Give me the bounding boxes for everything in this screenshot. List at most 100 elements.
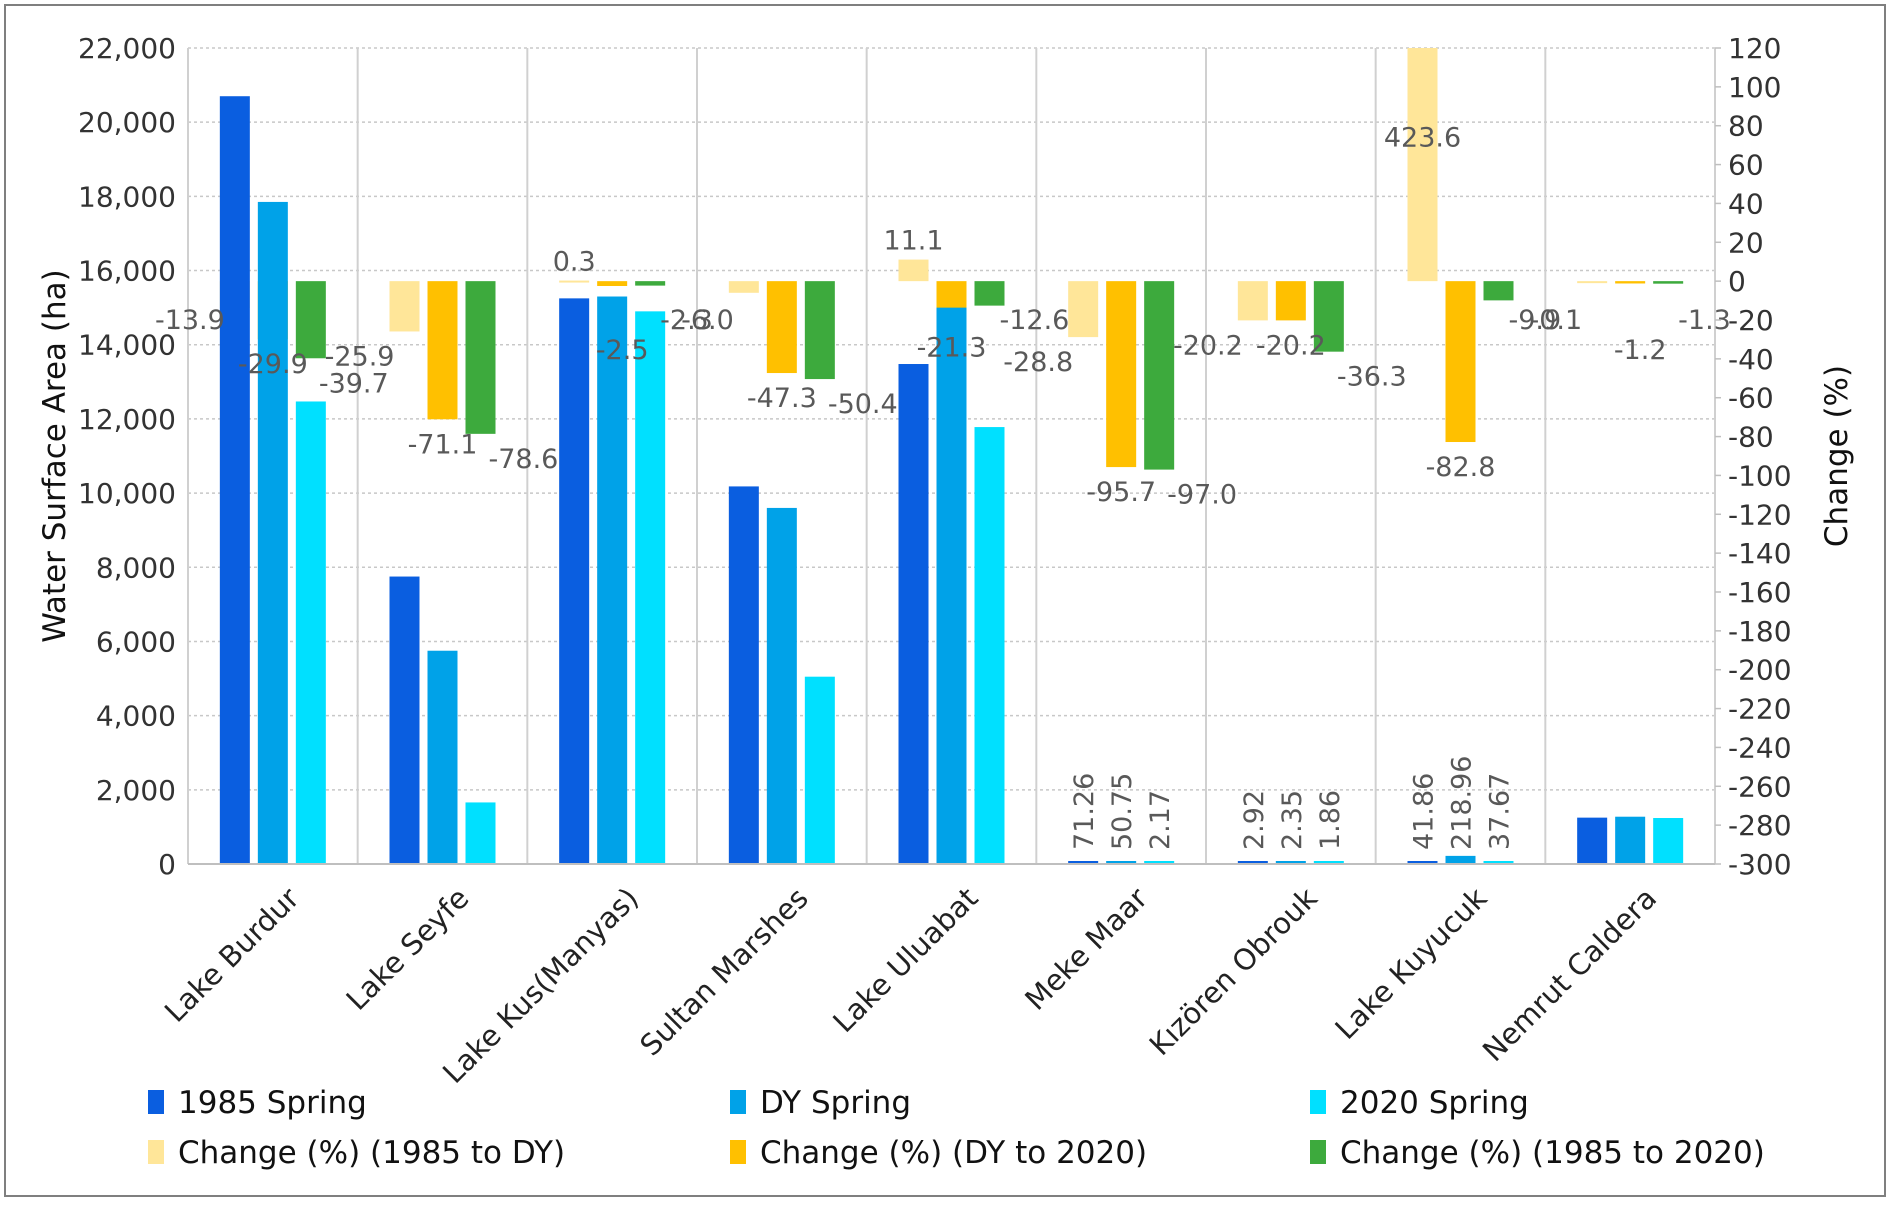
area-bar — [389, 576, 420, 864]
area-bar — [898, 364, 929, 864]
change-data-label: -29.9 — [238, 349, 308, 380]
y2-tick-label: 0 — [1728, 265, 1746, 298]
y-axis-title: Water Surface Area (ha) — [37, 269, 73, 642]
y2-axis-title: Change (%) — [1819, 365, 1855, 547]
y2-tick-label: 60 — [1728, 149, 1764, 182]
area-bar — [559, 298, 590, 864]
y2-tick-label: -80 — [1728, 421, 1774, 454]
legend-swatch — [148, 1090, 164, 1114]
area-bar — [597, 296, 628, 864]
y-tick-label: 10,000 — [78, 477, 176, 510]
legend-swatch — [730, 1140, 746, 1164]
y-tick-label: 4,000 — [96, 700, 176, 733]
change-data-label: 0.3 — [553, 247, 596, 278]
change-bar — [898, 259, 929, 282]
area-bar — [295, 401, 326, 864]
change-bar — [1313, 281, 1344, 352]
y-tick-label: 6,000 — [96, 625, 176, 658]
area-bar — [974, 427, 1005, 864]
area-data-label: 71.26 — [1069, 773, 1100, 850]
label-layer: 71.26 50.75 2.17 2.92 2.35 1.86 41.86 218.96 37.… — [155, 123, 1731, 850]
area-bar — [804, 676, 835, 864]
change-bar — [1483, 281, 1514, 301]
legend-swatch — [730, 1090, 746, 1114]
y-tick-label: 14,000 — [78, 329, 176, 362]
change-data-label: -20.2 — [1256, 330, 1326, 361]
change-data-label: -28.8 — [1003, 347, 1073, 378]
change-data-label: -20.2 — [1173, 330, 1243, 361]
area-bar — [1237, 861, 1268, 864]
area-bar — [1275, 861, 1306, 864]
change-data-label: -95.7 — [1086, 477, 1156, 508]
area-data-label: 50.75 — [1107, 773, 1138, 850]
area-bar — [936, 307, 967, 864]
change-data-label: -1.2 — [1614, 335, 1667, 366]
y2-tick-label: 100 — [1728, 71, 1781, 104]
change-bar — [1577, 281, 1608, 284]
y2-tick-label: -300 — [1728, 848, 1792, 881]
change-bar — [1144, 281, 1175, 470]
area-data-label: 37.67 — [1485, 773, 1516, 850]
change-bar — [597, 281, 628, 286]
y2-tick-label: -200 — [1728, 654, 1792, 687]
y2-tick-label: -260 — [1728, 770, 1792, 803]
area-bar — [1407, 861, 1438, 864]
area-data-label: 2.35 — [1277, 790, 1308, 850]
y2-tick-label: -100 — [1728, 459, 1792, 492]
legend-swatch — [148, 1140, 164, 1164]
area-bar — [1068, 861, 1099, 864]
area-bar — [766, 507, 797, 864]
area-data-label: 2.92 — [1239, 790, 1270, 850]
y2-tick-label: 40 — [1728, 187, 1764, 220]
y-tick-label: 12,000 — [78, 403, 176, 436]
area-data-label: 2.17 — [1145, 790, 1176, 850]
legend-swatch — [1310, 1140, 1326, 1164]
change-data-label: -2.3 — [660, 305, 713, 336]
bar-layer — [219, 48, 1684, 865]
legend-label: Change (%) (1985 to DY) — [178, 1135, 565, 1171]
change-data-label: -0.1 — [1529, 305, 1582, 336]
y-tick-label: 0 — [158, 848, 176, 881]
change-data-label: -39.7 — [319, 368, 389, 399]
y2-tick-label: -60 — [1728, 382, 1774, 415]
change-bar — [559, 280, 590, 283]
legend-label: 1985 Spring — [178, 1085, 367, 1121]
change-bar — [974, 281, 1005, 306]
y2-tick-label: -40 — [1728, 343, 1774, 376]
y2-tick-label: 120 — [1728, 32, 1781, 65]
change-data-label: -71.1 — [408, 429, 478, 460]
change-data-label: -12.6 — [1000, 305, 1070, 336]
change-data-label: -2.5 — [596, 335, 649, 366]
y2-tick-label: 80 — [1728, 110, 1764, 143]
change-bar — [1106, 281, 1137, 468]
change-bar — [1615, 281, 1646, 284]
y2-tick-label: -240 — [1728, 731, 1792, 764]
legend-label: Change (%) (1985 to 2020) — [1340, 1135, 1765, 1171]
y2-tick-label: -180 — [1728, 615, 1792, 648]
y-tick-label: 16,000 — [78, 255, 176, 288]
change-bar — [1653, 281, 1684, 284]
change-bar — [728, 281, 759, 293]
area-bar — [1577, 817, 1608, 864]
area-data-label: 218.96 — [1447, 756, 1478, 850]
change-bar — [389, 281, 420, 332]
change-bar — [1407, 48, 1438, 282]
area-data-label: 41.86 — [1409, 773, 1440, 850]
legend-layer: 1985 Spring DY Spring 2020 Spring Change (… — [148, 1085, 1765, 1171]
change-data-label: 11.1 — [883, 226, 943, 257]
change-data-label: -47.3 — [747, 383, 817, 414]
change-data-label: -1.3 — [1678, 305, 1731, 336]
area-bar — [1144, 861, 1175, 864]
change-bar — [465, 281, 496, 434]
change-bar — [766, 281, 797, 374]
legend-label: DY Spring — [760, 1085, 911, 1121]
y2-tick-label: -20 — [1728, 304, 1774, 337]
change-bar — [1445, 281, 1476, 443]
area-data-label: 1.86 — [1315, 790, 1346, 850]
y-tick-label: 2,000 — [96, 774, 176, 807]
change-bar — [295, 281, 326, 359]
change-data-label: 423.6 — [1384, 123, 1461, 154]
change-data-label: -9.9 — [1509, 305, 1562, 336]
area-bar — [257, 201, 288, 865]
